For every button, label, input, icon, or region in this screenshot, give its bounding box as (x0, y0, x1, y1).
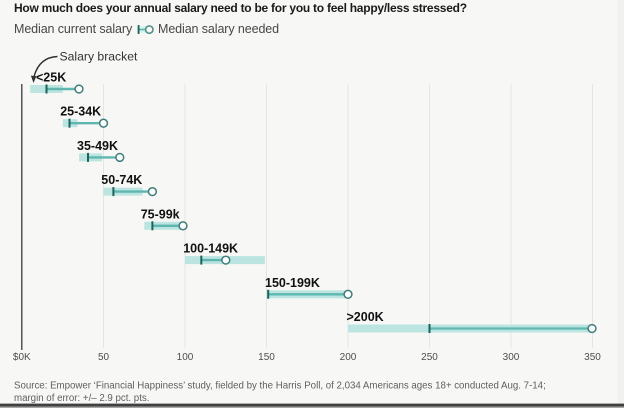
svg-text:250: 250 (421, 352, 438, 363)
svg-text:350: 350 (584, 352, 601, 363)
svg-text:margin of error: +/– 2.9 pct.: margin of error: +/– 2.9 pct. pts. (14, 393, 149, 404)
svg-text:35-49K: 35-49K (77, 139, 118, 153)
svg-text:100: 100 (177, 352, 194, 363)
svg-text:300: 300 (503, 352, 520, 363)
svg-text:150-199K: 150-199K (265, 276, 320, 290)
svg-text:>200K: >200K (347, 310, 384, 324)
svg-text:100-149K: 100-149K (183, 242, 238, 256)
svg-text:50-74K: 50-74K (101, 173, 142, 187)
svg-text:Median current salary: Median current salary (14, 22, 133, 36)
svg-text:<25K: <25K (36, 71, 66, 85)
svg-text:Salary bracket: Salary bracket (60, 50, 139, 64)
svg-text:25-34K: 25-34K (60, 105, 101, 119)
svg-text:75-99k: 75-99k (141, 207, 180, 221)
svg-text:200: 200 (340, 352, 357, 363)
svg-text:150: 150 (258, 352, 275, 363)
svg-text:50: 50 (98, 352, 110, 363)
svg-text:$0K: $0K (13, 352, 31, 363)
svg-text:Median salary needed: Median salary needed (158, 22, 279, 36)
svg-text:Source: Empower ‘Financial Hap: Source: Empower ‘Financial Happiness’ st… (14, 380, 546, 391)
svg-text:How much does your annual sala: How much does your annual salary need to… (14, 1, 467, 15)
